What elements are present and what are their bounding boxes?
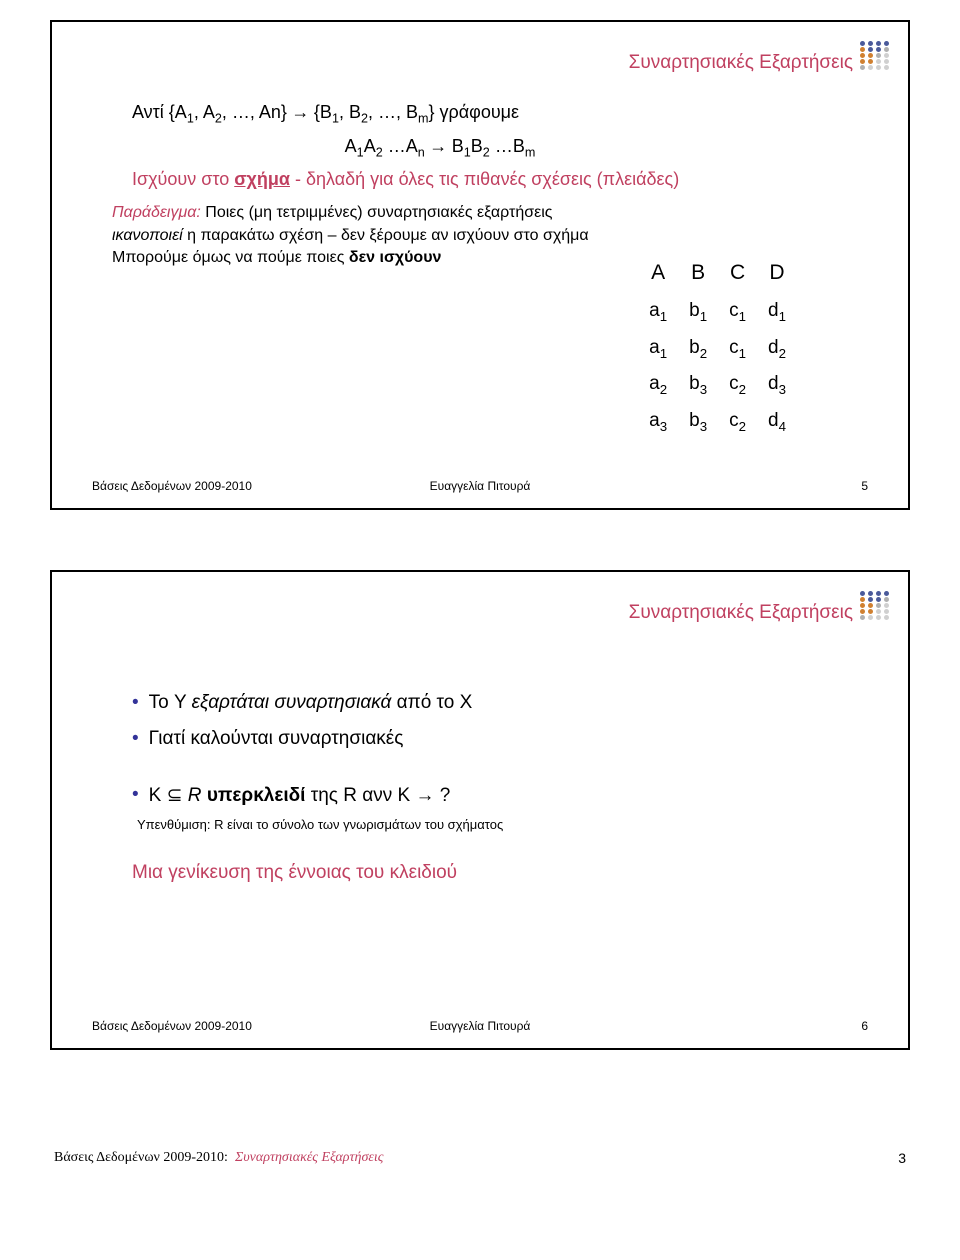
- bullet-list: • Το Y εξαρτάται συναρτησιακά από το X •…: [132, 692, 868, 807]
- bullet-icon: •: [132, 784, 139, 807]
- table-row: a1 b2 c1 d2: [639, 331, 796, 366]
- bullet-icon: •: [132, 692, 139, 714]
- footer-center: Ευαγγελία Πιτουρά: [430, 1019, 531, 1033]
- footer-left: Βάσεις Δεδομένων 2009-2010: [92, 479, 252, 493]
- slide1-paragraph: Παράδειγμα: Ποιες (μη τετριμμένες) συναρ…: [112, 202, 612, 269]
- slide1-table: A B C D a1 b1 c1 d1 a1 b2 c1 d2: [637, 252, 798, 441]
- footer-center: Ευαγγελία Πιτουρά: [430, 479, 531, 493]
- table-header-row: A B C D: [639, 254, 796, 292]
- bullet-icon: •: [132, 728, 139, 750]
- logo-dots: [858, 40, 890, 70]
- footer-left: Βάσεις Δεδομένων 2009-2010: [92, 1019, 252, 1033]
- table-row: a3 b3 c2 d4: [639, 404, 796, 439]
- slide1-line1: Αντί {A1, A2, …, An} → {B1, B2, …, Bm} γ…: [132, 102, 868, 126]
- bullet-2: • Γιατί καλούνται συναρτησιακές: [132, 728, 868, 750]
- page-number: 3: [898, 1150, 906, 1166]
- reminder-line: Υπενθύμιση: R είναι το σύνολο των γνωρισ…: [137, 817, 868, 832]
- footer-right: 5: [861, 479, 868, 493]
- bullet-3: • K ⊆ R υπερκλειδί της R ανν K → ?: [132, 784, 868, 807]
- footer-right: 6: [861, 1019, 868, 1033]
- bullet-1: • Το Y εξαρτάται συναρτησιακά από το X: [132, 692, 868, 714]
- slide1-line3: Ισχύουν στο σχήμα - δηλαδή για όλες τις …: [132, 169, 868, 190]
- slide2-title: Συναρτησιακές Εξαρτήσεις: [629, 602, 853, 624]
- table-row: a1 b1 c1 d1: [639, 294, 796, 329]
- logo-dots: [858, 590, 890, 620]
- slide-2: Συναρτησιακές Εξαρτήσεις • Το Y εξαρτάτα…: [50, 570, 910, 1050]
- table-row: a2 b3 c2 d3: [639, 367, 796, 402]
- page-footer-left: Βάσεις Δεδομένων 2009-2010: Συναρτησιακέ…: [54, 1150, 383, 1166]
- slide1-line2: A1A2 …An → B1B2 …Bm: [12, 136, 868, 160]
- slide-1: Συναρτησιακές Εξαρτήσεις Αντί {A1, A2, ……: [50, 20, 910, 510]
- generalization-line: Μια γενίκευση της έννοιας του κλειδιού: [132, 862, 868, 884]
- slide1-title: Συναρτησιακές Εξαρτήσεις: [629, 52, 853, 74]
- page-footer: Βάσεις Δεδομένων 2009-2010: Συναρτησιακέ…: [50, 1150, 910, 1166]
